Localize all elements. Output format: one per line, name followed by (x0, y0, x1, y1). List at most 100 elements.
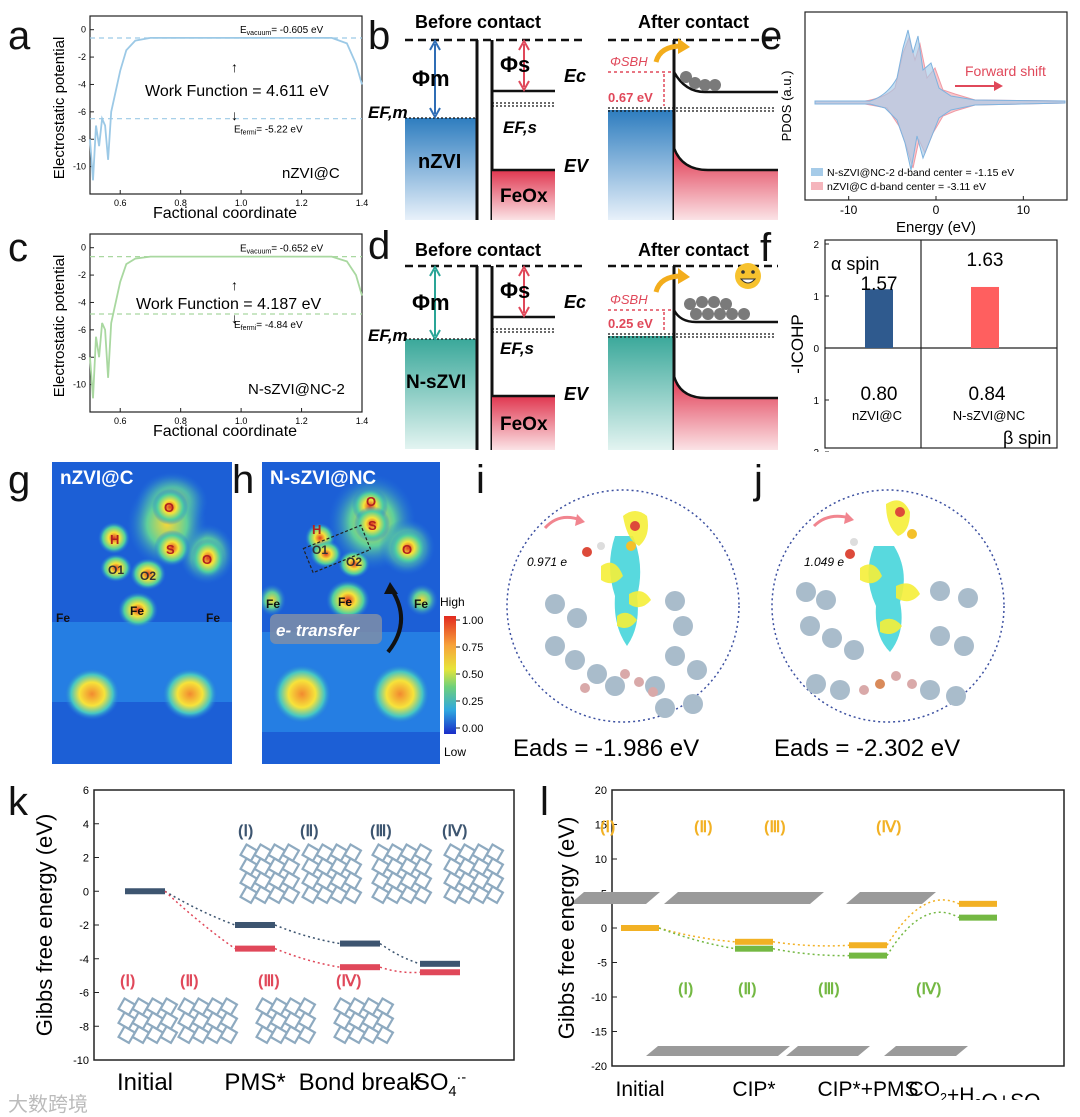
b-phim-label: Φm (412, 66, 450, 91)
chart-k-slab-cell (347, 1011, 367, 1031)
map-g-atom-o2: O2 (140, 569, 156, 583)
chart-k-slab-cell (267, 857, 287, 877)
chart-c-hline-label-0: Evacuum= -0.652 eV (240, 244, 324, 256)
chart-c-xlabel: Factional coordinate (153, 423, 297, 438)
chart-k-slab-cell (443, 857, 463, 877)
d-phis-arrowheads (518, 264, 530, 319)
chart-c-frame (89, 233, 363, 413)
b-efs-label: EF,s (503, 118, 537, 137)
charge-j-transfer-label: 1.049 e (804, 555, 844, 569)
colorbar-tick-label: 0.25 (462, 696, 483, 708)
chart-k-slab-cell (239, 843, 259, 863)
panel-letter-b: b (368, 14, 391, 58)
chart-k-level-s2-2 (235, 945, 275, 952)
chart-k-slab-cell (399, 885, 419, 905)
charge-i: 0.971 e Eads = -1.986 eV (506, 489, 740, 762)
chart-k-slab-cell (361, 997, 381, 1017)
chart-f-ylabel: -ICOHP (788, 314, 807, 374)
chart-a-hline-label-0: Evacuum= -0.605 eV (240, 25, 324, 37)
chart-c-xtick-label: 1.4 (356, 416, 369, 426)
b-after-ev-line (672, 147, 778, 172)
chart-a-xlabel: Factional coordinate (153, 205, 297, 220)
chart-k-top-label-2: (Ⅱ) (300, 823, 319, 840)
chart-k-xlabel-1: Initial (117, 1069, 173, 1096)
chart-k-bottom-label-4: (Ⅳ) (336, 973, 361, 990)
chart-e-xtick-label: 0 (933, 203, 940, 217)
chart-k-xlabel-3: Bond break (299, 1069, 423, 1096)
chart-k-slab-cell (347, 997, 367, 1017)
chart-k-slab-cell (385, 885, 405, 905)
chart-a-arrow-down: ↓ (231, 107, 238, 123)
chart-k-slab-cell (131, 997, 151, 1017)
chart-l-connector (658, 927, 736, 950)
panel-letter-l: l (540, 780, 549, 824)
chart-a-xtick-label: 0.6 (114, 198, 127, 208)
chart-k-slab-cell (457, 843, 477, 863)
panel-letter-i: i (476, 458, 485, 502)
chart-k-ytick-label: -2 (79, 920, 89, 932)
chart-k-slab-cell (485, 885, 505, 905)
chart-f: 21012 α spin β spin 1.57 1.63 0.80 0.84 … (788, 239, 1058, 452)
chart-k-slab-cell (177, 1025, 197, 1045)
chart-k-slab-cell (371, 843, 391, 863)
colorbar-tick-label: 0.75 (462, 642, 483, 654)
charge-i-transfer-label: 0.971 e (527, 555, 567, 569)
map-h-title: N-sZVI@NC (270, 468, 376, 489)
chart-k-ylabel: Gibbs free energy (eV) (32, 814, 57, 1037)
colorbar-low: Low (444, 745, 466, 759)
map-h-atom-o1: O1 (312, 543, 328, 557)
charge-i-eads: Eads = -1.986 eV (513, 735, 699, 762)
chart-l-top-label-1: (Ⅰ) (600, 819, 615, 836)
panel-letter-a: a (8, 14, 31, 58)
panel-letter-e: e (760, 14, 783, 58)
chart-a-annotation: Work Function = 4.611 eV (145, 83, 329, 100)
b-before-title: Before contact (415, 12, 541, 32)
charge-i-outline (506, 489, 740, 723)
b-electrons (680, 71, 721, 91)
chart-k-slab-cell (145, 1025, 165, 1045)
chart-k-level-s1-3 (340, 940, 380, 947)
chart-k-slab-cell (443, 843, 463, 863)
chart-a-xtick-label: 1.0 (235, 198, 248, 208)
chart-c-series-name: N-sZVI@NC-2 (248, 381, 345, 398)
chart-l-sheet (786, 1046, 870, 1056)
b-metal-label: nZVI (418, 151, 461, 173)
map-g-atom-fe-left: Fe (56, 611, 70, 625)
chart-f-ytick-label: 1 (813, 292, 819, 303)
chart-k-slab-cell (131, 1025, 151, 1045)
chart-k-bottom-label-1: (Ⅰ) (120, 973, 135, 990)
chart-k-slab-cell (315, 871, 335, 891)
d-after-ec-curve (672, 309, 778, 324)
chart-k-level-s1-4 (420, 960, 460, 967)
chart-k-level-s2-3 (340, 964, 380, 971)
chart-k-slab-cell (457, 871, 477, 891)
chart-c-ytick-label: -8 (78, 352, 86, 362)
colorbar-tick-label: 0.00 (462, 723, 483, 735)
chart-l-xlabel-1: Initial (615, 1078, 664, 1100)
chart-a-ytick-label: -2 (78, 52, 86, 62)
chart-k-bottom-structures: (Ⅰ) (Ⅱ) (Ⅲ) (Ⅳ) (117, 973, 395, 1045)
band-diagram-d: Before contact After contact N-sZVI Φm E… (368, 240, 778, 450)
chart-l-level-s2-3 (849, 952, 887, 959)
chart-k-slab-cell (219, 1011, 239, 1031)
chart-k-slab-cell (253, 885, 273, 905)
d-sbh-value: 0.25 eV (608, 316, 653, 331)
charge-j: 1.049 e Eads = -2.302 eV (771, 489, 1005, 762)
map-h-transfer-arrow (386, 588, 404, 654)
chart-k-slab-cell (177, 1011, 197, 1031)
chart-f-ytick-label: 2 (813, 240, 819, 251)
chart-l-bottom-label-1: (Ⅰ) (678, 981, 693, 998)
chart-k-slab-cell (191, 1025, 211, 1045)
chart-a-ylabel: Electrostatic potential (51, 37, 68, 180)
chart-l-connector (886, 911, 960, 956)
chart-k-slab-cell (385, 857, 405, 877)
chart-k-slab-cell (333, 1011, 353, 1031)
chart-k-connector (379, 966, 421, 974)
chart-e: -10 0 10 Forward shift N-sZVI@NC-2 d-band … (779, 11, 1068, 236)
chart-k-ytick-label: 2 (83, 853, 89, 865)
b-metal-block (405, 118, 477, 220)
chart-k-slab-cell (329, 843, 349, 863)
chart-k-slab-cell (281, 843, 301, 863)
chart-k-slab-cell (297, 997, 317, 1017)
chart-k-slab-cell (329, 857, 349, 877)
